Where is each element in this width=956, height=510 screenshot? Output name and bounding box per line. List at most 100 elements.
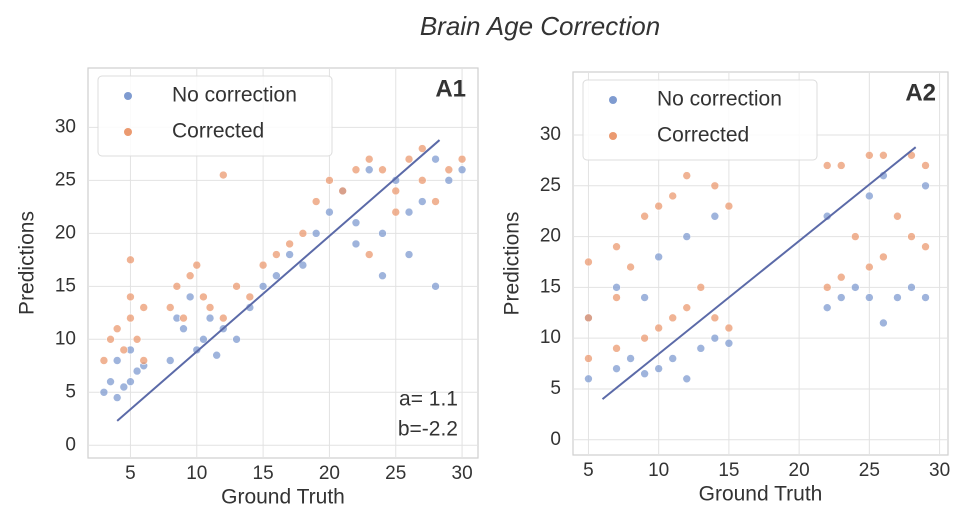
x-tick-label: 5 xyxy=(583,460,594,481)
scatter-point xyxy=(612,293,621,302)
fit-line xyxy=(601,146,917,400)
panel-label: A1 xyxy=(435,75,466,102)
scatter-point xyxy=(457,154,467,164)
scatter-point xyxy=(836,272,846,282)
scatter-point xyxy=(139,303,149,312)
scatter-point xyxy=(879,151,888,160)
scatter-point xyxy=(710,333,720,343)
scatter-point xyxy=(258,260,268,270)
legend-marker xyxy=(609,96,617,104)
scatter-point xyxy=(584,257,593,267)
legend: No correction Corrected xyxy=(582,79,818,161)
scatter-point xyxy=(710,181,720,191)
x-tick-label: 30 xyxy=(452,463,473,484)
scatter-point xyxy=(298,229,308,238)
scatter-point xyxy=(192,345,202,355)
legend: No correction Corrected xyxy=(97,75,333,157)
scatter-point xyxy=(119,382,129,392)
x-tick-label: 10 xyxy=(648,460,669,481)
scatter-point xyxy=(219,313,228,323)
scatter-point xyxy=(364,250,374,259)
scatter-point xyxy=(879,252,888,262)
scatter-point xyxy=(112,324,122,334)
scatter-point xyxy=(185,292,195,302)
scatter-point xyxy=(311,229,321,238)
scatter-point xyxy=(668,313,678,323)
y-tick-label: 25 xyxy=(55,169,76,190)
scatter-point xyxy=(232,335,241,344)
x-tick-label: 20 xyxy=(319,463,340,484)
scatter-point xyxy=(126,255,135,265)
x-axis-label: Ground Truth xyxy=(699,483,823,506)
y-tick-label: 10 xyxy=(55,328,76,349)
scatter-point xyxy=(640,293,649,302)
scatter-point xyxy=(682,374,692,384)
scatter-point xyxy=(185,271,195,281)
scatter-point xyxy=(584,354,593,363)
scatter-point xyxy=(172,282,182,291)
x-tick-label: 20 xyxy=(789,460,810,481)
scatter-point xyxy=(132,366,142,376)
scatter-point xyxy=(245,292,255,302)
scatter-point xyxy=(696,344,706,353)
scatter-point xyxy=(431,197,440,206)
scatter-point xyxy=(139,356,149,365)
scatter-point xyxy=(654,252,663,262)
scatter-point xyxy=(654,201,663,211)
scatter-point xyxy=(431,282,440,291)
legend-marker xyxy=(124,128,132,136)
scatter-point xyxy=(325,176,334,185)
scatter-point xyxy=(364,154,374,164)
scatter-point xyxy=(921,181,930,191)
scatter-point xyxy=(696,283,706,292)
scatter-point xyxy=(199,292,208,302)
scatter-point xyxy=(132,335,142,344)
scatter-point xyxy=(584,374,593,384)
scatter-point xyxy=(612,242,621,252)
annotation: a= 1.1 xyxy=(399,388,458,411)
fit-line xyxy=(116,139,441,422)
scatter-point xyxy=(338,186,347,196)
scatter-point xyxy=(112,356,122,365)
scatter-point xyxy=(612,364,621,373)
scatter-point xyxy=(219,170,228,180)
scatter-point xyxy=(404,154,414,164)
scatter-point xyxy=(212,350,221,360)
scatter-point xyxy=(391,176,401,185)
scatter-point xyxy=(431,154,440,164)
scatter-point xyxy=(232,282,241,291)
scatter-point xyxy=(205,313,215,323)
scatter-point xyxy=(640,369,649,379)
scatter-point xyxy=(640,333,649,343)
x-tick-label: 25 xyxy=(385,463,406,484)
scatter-point xyxy=(457,165,467,175)
x-axis-label: Ground Truth xyxy=(221,486,345,509)
scatter-point xyxy=(724,201,734,211)
legend-label: No correction xyxy=(172,84,297,107)
y-tick-label: 30 xyxy=(540,124,561,145)
legend-box xyxy=(97,75,333,157)
x-tick-label: 5 xyxy=(125,463,136,484)
y-tick-label: 20 xyxy=(540,226,561,247)
scatter-point xyxy=(668,191,678,201)
scatter-point xyxy=(907,232,916,241)
scatter-point xyxy=(836,293,846,302)
scatter-point xyxy=(378,165,387,175)
annotation: b=-2.2 xyxy=(398,418,458,441)
scatter-point xyxy=(822,303,832,312)
y-tick-label: 30 xyxy=(55,116,76,137)
scatter-point xyxy=(106,335,115,344)
scatter-point xyxy=(165,303,175,312)
x-tick-label: 15 xyxy=(253,463,274,484)
scatter-point xyxy=(378,271,387,281)
scatter-point xyxy=(112,393,122,402)
scatter-point xyxy=(417,197,427,206)
scatter-point xyxy=(710,211,720,221)
scatter-point xyxy=(391,207,401,217)
scatter-point xyxy=(364,165,374,175)
scatter-point xyxy=(865,262,874,272)
y-tick-label: 10 xyxy=(540,327,561,348)
scatter-point xyxy=(822,283,832,292)
scatter-point xyxy=(351,165,361,175)
scatter-point xyxy=(272,271,281,281)
